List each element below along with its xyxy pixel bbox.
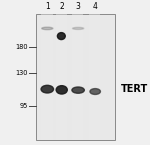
Ellipse shape xyxy=(72,87,84,93)
Text: 130: 130 xyxy=(15,70,28,76)
Ellipse shape xyxy=(56,86,67,94)
Ellipse shape xyxy=(73,27,84,29)
Ellipse shape xyxy=(41,85,54,93)
Text: 4: 4 xyxy=(93,2,98,11)
Text: 95: 95 xyxy=(19,103,28,109)
Text: TERT: TERT xyxy=(121,84,148,94)
FancyBboxPatch shape xyxy=(36,14,115,140)
Text: 180: 180 xyxy=(15,44,28,50)
Ellipse shape xyxy=(90,89,101,94)
FancyBboxPatch shape xyxy=(72,14,83,140)
FancyBboxPatch shape xyxy=(56,14,67,140)
Text: 3: 3 xyxy=(76,2,81,11)
FancyBboxPatch shape xyxy=(41,14,52,140)
Ellipse shape xyxy=(57,33,65,40)
Ellipse shape xyxy=(42,27,53,30)
FancyBboxPatch shape xyxy=(89,14,101,140)
Text: 2: 2 xyxy=(59,2,64,11)
Text: 1: 1 xyxy=(45,2,50,11)
